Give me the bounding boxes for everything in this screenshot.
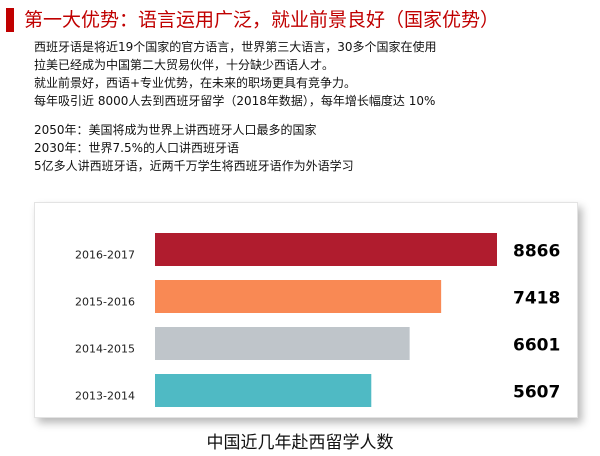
chart-title: 中国近几年赴西留学人数 xyxy=(206,433,394,453)
title-row: 第一大优势：语言运用广泛，就业前景良好（国家优势） xyxy=(6,8,499,32)
intro-line: 就业前景好，西语+专业优势，在未来的职场更具有竞争力。 xyxy=(34,76,357,90)
page-title: 第一大优势：语言运用广泛，就业前景良好（国家优势） xyxy=(24,9,500,31)
value-label: 5607 xyxy=(513,383,560,403)
value-label: 6601 xyxy=(513,336,560,356)
category-label: 2014-2015 xyxy=(75,343,135,356)
bar xyxy=(155,280,442,313)
category-label: 2013-2014 xyxy=(75,390,135,403)
intro-line: 西班牙语是将近19个国家的官方语言，世界第三大语言，30多个国家在使用 xyxy=(34,40,437,54)
forecast-line: 2050年：美国将成为世界上讲西班牙人口最多的国家 xyxy=(34,123,317,137)
intro-line: 每年吸引近 8000人去到西班牙留学（2018年数据），每年增长幅度达 10% xyxy=(34,94,436,108)
chart-card: 2016-2017 8866 2015-2016 7418 2014-2015 6601 2… xyxy=(34,202,578,418)
value-label: 7418 xyxy=(513,289,560,309)
intro-line: 拉美已经成为中国第二大贸易伙伴，十分缺少西语人才。 xyxy=(34,58,335,72)
category-label: 2015-2016 xyxy=(75,296,135,309)
forecast-line: 5亿多人讲西班牙语，近两千万学生将西班牙语作为外语学习 xyxy=(34,159,354,173)
forecast-line: 2030年：世界7.5%的人口讲西班牙语 xyxy=(34,141,240,155)
bar xyxy=(155,374,372,407)
category-label: 2016-2017 xyxy=(75,249,135,262)
forecast-paragraph: 2050年：美国将成为世界上讲西班牙人口最多的国家 2030年：世界7.5%的人… xyxy=(34,121,354,175)
bar-chart: 2016-2017 8866 2015-2016 7418 2014-2015 6601 2… xyxy=(75,233,560,407)
bar xyxy=(155,327,410,360)
bar xyxy=(155,233,497,266)
intro-paragraph: 西班牙语是将近19个国家的官方语言，世界第三大语言，30多个国家在使用 拉美已经… xyxy=(34,38,437,110)
value-label: 8866 xyxy=(513,242,560,262)
title-accent-bar xyxy=(6,8,14,32)
